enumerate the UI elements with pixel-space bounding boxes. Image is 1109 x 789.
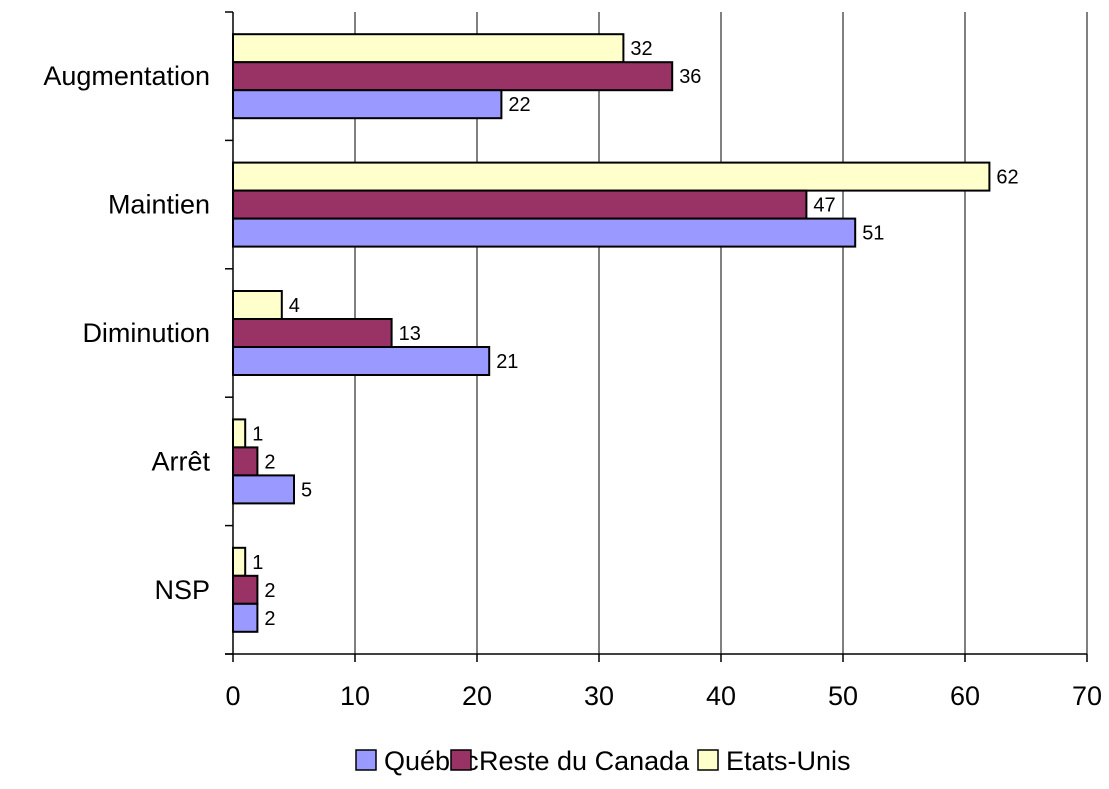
legend-swatch-reste-du-canada xyxy=(450,749,472,771)
value-label-arret-etats-unis: 1 xyxy=(252,423,263,445)
bar-arret-reste-du-canada xyxy=(232,446,259,477)
legend-label-reste-du-canada: Reste du Canada xyxy=(479,746,690,776)
x-tick-label-40: 40 xyxy=(706,681,736,711)
category-label-diminution: Diminution xyxy=(82,318,210,348)
value-label-maintien-quebec: 51 xyxy=(862,223,884,245)
value-label-diminution-etats-unis: 4 xyxy=(289,295,300,317)
bar-arret-quebec xyxy=(232,474,295,505)
legend: Québec Reste du Canada Etats-Unis xyxy=(355,746,851,776)
value-label-augmentation-quebec: 22 xyxy=(508,94,530,116)
x-tick-label-10: 10 xyxy=(340,681,370,711)
value-label-nsp-etats-unis: 1 xyxy=(252,552,263,574)
value-label-nsp-reste-du-canada: 2 xyxy=(264,580,275,602)
value-label-diminution-reste-du-canada: 13 xyxy=(399,323,421,345)
bar-diminution-quebec xyxy=(232,346,491,376)
bar-nsp-etats-unis xyxy=(232,546,247,577)
bar-augmentation-etats-unis xyxy=(232,33,625,64)
category-label-augmentation: Augmentation xyxy=(43,61,210,91)
category-label-nsp: NSP xyxy=(154,575,210,605)
value-label-maintien-etats-unis: 62 xyxy=(996,167,1018,189)
value-label-nsp-quebec: 2 xyxy=(264,608,275,630)
bar-diminution-etats-unis xyxy=(232,290,283,320)
bar-arret-etats-unis xyxy=(232,418,247,449)
bar-augmentation-quebec xyxy=(232,89,503,120)
labels: 323622Augmentation624751Maintien41321Dim… xyxy=(43,38,1102,711)
bar-maintien-quebec xyxy=(232,217,857,248)
legend-swatch-quebec xyxy=(355,749,377,771)
x-tick-label-60: 60 xyxy=(950,681,980,711)
bar-augmentation-reste-du-canada xyxy=(232,61,674,92)
x-tick-label-70: 70 xyxy=(1072,681,1102,711)
axes xyxy=(225,11,1088,662)
bars xyxy=(232,33,991,633)
legend-label-etats-unis: Etats-Unis xyxy=(726,746,851,776)
value-label-augmentation-reste-du-canada: 36 xyxy=(679,66,701,88)
x-tick-label-0: 0 xyxy=(225,681,240,711)
bar-maintien-etats-unis xyxy=(232,161,991,192)
value-label-maintien-reste-du-canada: 47 xyxy=(813,195,835,217)
bar-nsp-quebec xyxy=(232,602,259,633)
value-label-augmentation-etats-unis: 32 xyxy=(630,38,652,60)
category-label-maintien: Maintien xyxy=(108,190,210,220)
value-label-diminution-quebec: 21 xyxy=(496,351,518,373)
bar-nsp-reste-du-canada xyxy=(232,574,259,605)
x-tick-label-20: 20 xyxy=(462,681,492,711)
x-tick-label-50: 50 xyxy=(828,681,858,711)
value-label-arret-reste-du-canada: 2 xyxy=(264,451,275,473)
legend-swatch-etats-unis xyxy=(697,749,719,771)
category-label-arret: Arrêt xyxy=(151,446,210,476)
bar-diminution-reste-du-canada xyxy=(232,318,393,348)
value-label-arret-quebec: 5 xyxy=(301,479,312,501)
bar-maintien-reste-du-canada xyxy=(232,189,808,220)
x-tick-label-30: 30 xyxy=(584,681,614,711)
